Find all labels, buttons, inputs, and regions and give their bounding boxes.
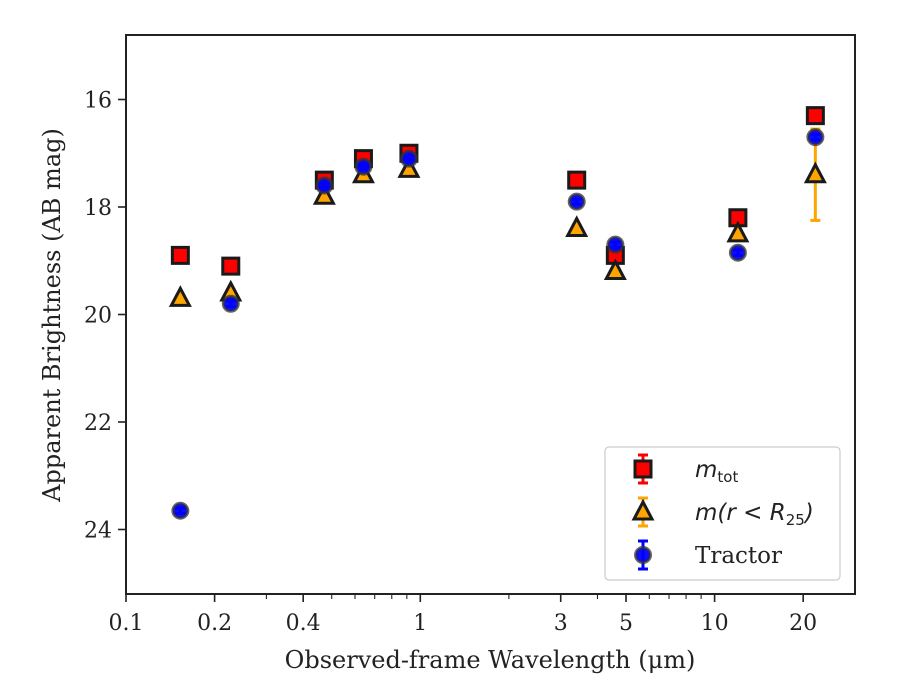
x-tick-label: 10 [701,611,729,636]
y-tick-label: 18 [84,196,112,221]
x-tick-label: 0.4 [286,611,321,636]
series-square [170,106,825,276]
legend: mtot m(r < R25) Tractor [604,446,841,581]
series-triangle [168,127,827,307]
x-tick-label: 20 [789,611,817,636]
data-point-square [170,245,190,265]
data-point-circle [354,157,373,176]
data-points [168,106,827,520]
data-point-circle [399,149,418,168]
data-point-circle [315,176,334,195]
x-tick-label: 3 [554,611,568,636]
data-point-square [221,256,241,276]
data-point-triangle [565,215,589,237]
x-tick-label: 5 [619,611,633,636]
y-tick-label: 16 [84,89,112,114]
axis-ticks: 0.1 0.2 0.4 1 3 5 10 20 16 18 20 22 24 [84,89,817,637]
legend-box [604,446,841,581]
x-tick-label: 0.1 [109,611,144,636]
y-tick-label: 20 [84,304,112,329]
y-tick-label: 22 [84,411,112,436]
data-point-circle [171,501,190,520]
data-point-circle [728,243,747,262]
data-point-triangle [726,220,750,243]
data-point-triangle [803,161,827,184]
legend-marker-triangle [631,498,655,521]
x-tick-label: 1 [413,611,427,636]
series-circle [171,128,825,520]
data-point-triangle [397,156,421,178]
data-point-square [805,106,825,126]
legend-label: Tractor [695,543,782,569]
x-axis-label: Observed-frame Wavelength (μm) [285,646,696,674]
data-point-triangle [312,183,336,205]
legend-label: mtot [695,457,738,486]
data-point-circle [567,192,586,211]
legend-marker-square [633,459,653,479]
data-point-triangle [603,258,627,280]
legend-marker-circle [634,546,652,564]
data-point-circle [606,235,625,254]
data-point-circle [806,128,825,147]
x-tick-label: 0.2 [197,611,232,636]
data-point-square [567,170,587,190]
legend-label: m(r < R25) [695,500,814,529]
y-tick-label: 24 [84,519,112,544]
y-axis-label: Apparent Brightness (AB mag) [38,128,66,503]
data-point-circle [221,294,240,313]
data-point-triangle [168,285,192,307]
